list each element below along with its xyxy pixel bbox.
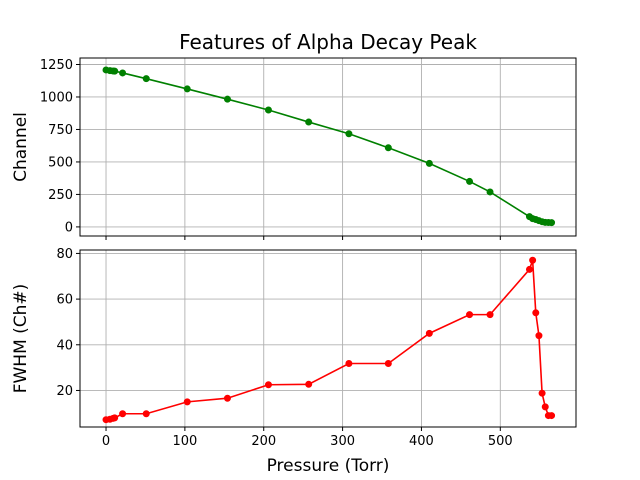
channel-data-point: [425, 159, 433, 167]
x-tick-label: 300: [330, 434, 355, 449]
channel-data-point: [384, 144, 392, 152]
channel-data-point: [466, 177, 474, 185]
channel-data-point: [486, 188, 494, 196]
fwhm-data-point: [183, 398, 191, 406]
channel-data-point: [345, 130, 353, 138]
x-tick-label: 500: [488, 434, 513, 449]
fwhm-y-tick-label: 40: [56, 338, 73, 353]
channel-y-tick-label: 0: [65, 220, 73, 235]
x-tick-label: 100: [172, 434, 197, 449]
fwhm-data-point: [486, 311, 494, 319]
fwhm-data-point: [466, 311, 474, 319]
channel-data-point: [183, 85, 191, 93]
fwhm-data-point: [541, 403, 549, 411]
fwhm-axes-frame: [79, 249, 577, 428]
fwhm-data-point: [529, 256, 537, 264]
fwhm-y-tick-label: 60: [56, 293, 73, 308]
fwhm-data-point: [548, 412, 556, 420]
channel-y-tick-label: 1250: [40, 58, 73, 73]
fwhm-data-point: [345, 360, 353, 368]
fwhm-data-point: [111, 414, 119, 422]
channel-y-tick-label: 500: [48, 155, 73, 170]
fwhm-data-point: [264, 381, 272, 389]
fwhm-data-point: [384, 360, 392, 368]
fwhm-data-point: [142, 410, 150, 418]
x-axis-label: Pressure (Torr): [267, 456, 390, 476]
fwhm-y-tick-label: 80: [56, 247, 73, 262]
channel-y-tick-label: 250: [48, 188, 73, 203]
channel-data-point: [548, 219, 556, 227]
fwhm-data-point: [305, 380, 313, 388]
channel-data-point: [111, 67, 119, 75]
fwhm-data-point: [535, 332, 543, 340]
x-tick-label: 400: [409, 434, 434, 449]
channel-axes-frame: [79, 57, 577, 237]
fwhm-data-point: [425, 329, 433, 337]
fwhm-y-axis-label: FWHM (Ch#): [11, 284, 31, 394]
channel-data-point: [305, 118, 313, 126]
channel-data-point: [142, 75, 150, 83]
channel-data-point: [119, 69, 127, 77]
channel-data-point: [223, 95, 231, 103]
chart-title: Features of Alpha Decay Peak: [179, 30, 477, 54]
fwhm-subplot: 20 40 60 80 0 100 200 300 400 500 FWHM (Ch#): [11, 247, 577, 449]
channel-data-point: [264, 106, 272, 114]
fwhm-data-point: [525, 265, 533, 273]
x-tick-label: 0: [102, 434, 110, 449]
fwhm-data-point: [119, 410, 127, 418]
fwhm-data-point: [223, 394, 231, 402]
fwhm-data-point: [532, 309, 540, 317]
fwhm-data-point: [538, 389, 546, 397]
channel-subplot: 0 250 500 750 1000 1250 Channel: [11, 57, 577, 240]
fwhm-y-tick-label: 20: [56, 384, 73, 399]
channel-y-axis-label: Channel: [11, 112, 31, 182]
channel-y-tick-label: 1000: [40, 90, 73, 105]
channel-y-tick-label: 750: [48, 123, 73, 138]
x-tick-label: 200: [251, 434, 276, 449]
